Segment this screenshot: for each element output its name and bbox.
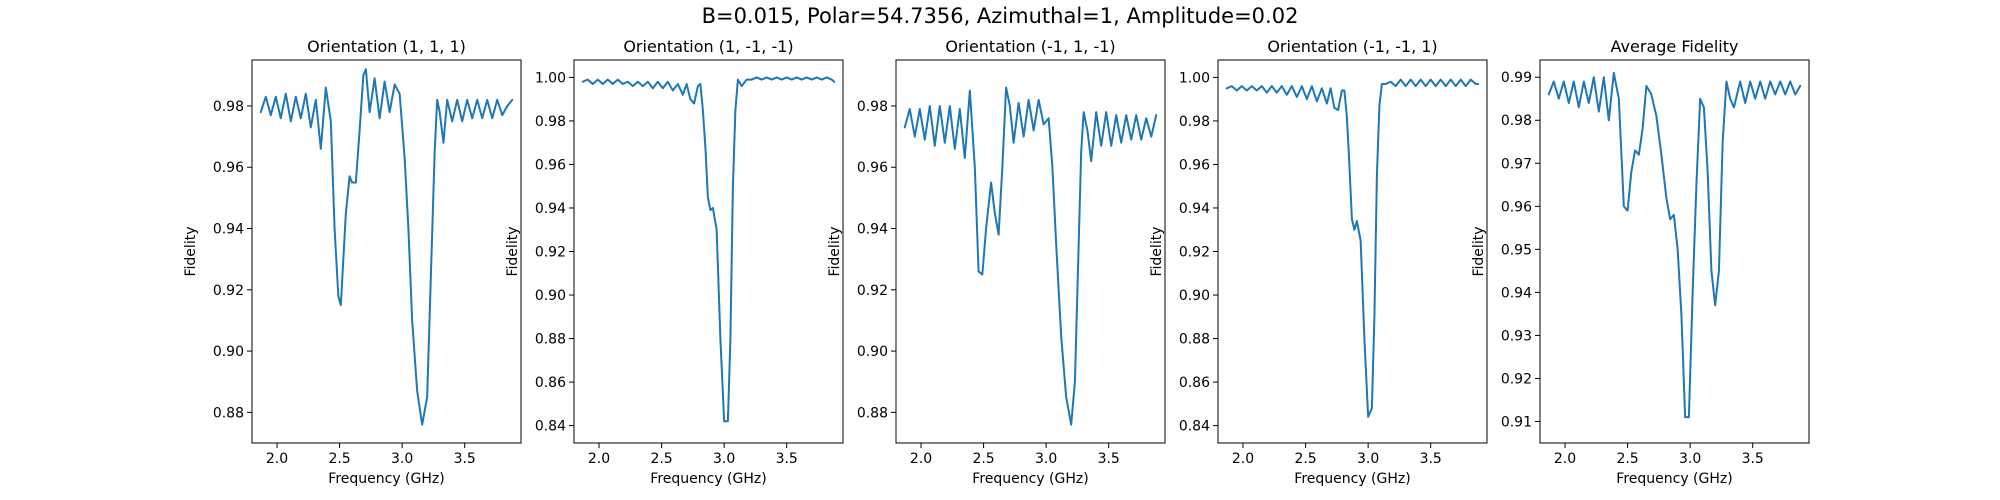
x-tick-label: 2.5 xyxy=(328,451,350,467)
x-tick-label: 3.0 xyxy=(1357,451,1379,467)
series-line-1 xyxy=(1547,71,1802,419)
x-tick-label: 3.5 xyxy=(1742,451,1764,467)
y-tick-label: 0.88 xyxy=(213,405,244,421)
y-tick-label: 0.94 xyxy=(1179,201,1210,217)
y-tick-label: 0.97 xyxy=(1501,156,1532,172)
y-tick-label: 0.94 xyxy=(1501,285,1532,301)
subplot-4: 2.0 2.5 3.0 3.5 0.84 0.86 0.88 0.90 0.92 0.94 0.96… xyxy=(1149,37,1488,487)
axes-frame xyxy=(895,59,1166,444)
x-tick-label: 3.5 xyxy=(776,451,798,467)
x-tick-label: 2.5 xyxy=(972,451,994,467)
x-tick-label: 2.0 xyxy=(588,451,610,467)
y-tick-label: 0.99 xyxy=(1501,70,1532,86)
axes-frame xyxy=(251,59,522,444)
axes-frame xyxy=(1217,59,1488,444)
x-tick-label: 2.5 xyxy=(1616,451,1638,467)
series-line-1 xyxy=(1225,78,1480,418)
subplot-title: Orientation (1, 1, 1) xyxy=(307,37,466,56)
y-tick-label: 0.98 xyxy=(857,99,888,115)
y-tick-label: 0.94 xyxy=(213,222,244,238)
y-tick-label: 0.88 xyxy=(1179,332,1210,348)
series-line-1 xyxy=(581,76,836,423)
y-tick-label: 0.94 xyxy=(857,222,888,238)
y-tick-label: 0.84 xyxy=(1179,419,1210,435)
y-axis-label: Fidelity xyxy=(1471,227,1487,277)
subplot-title: Orientation (-1, 1, -1) xyxy=(945,37,1115,56)
y-tick-label: 0.98 xyxy=(1179,114,1210,130)
subplot-2: 2.0 2.5 3.0 3.5 0.84 0.86 0.88 0.90 0.92 0.94 0.96… xyxy=(505,37,844,487)
y-tick-label: 0.96 xyxy=(857,160,888,176)
y-tick-label: 0.93 xyxy=(1501,328,1532,344)
y-tick-label: 0.96 xyxy=(535,157,566,173)
subplot-title: Average Fidelity xyxy=(1611,37,1739,56)
y-tick-label: 0.92 xyxy=(535,245,566,261)
y-tick-label: 0.88 xyxy=(535,332,566,348)
subplot-5: 2.0 2.5 3.0 3.5 0.91 0.92 0.93 0.94 0.95 0.96 0.97… xyxy=(1471,37,1810,487)
y-tick-label: 0.90 xyxy=(213,344,244,360)
x-tick-label: 3.0 xyxy=(1679,451,1701,467)
subplot-title: Orientation (-1, -1, 1) xyxy=(1267,37,1437,56)
subplot-1: 2.0 2.5 3.0 3.5 0.88 0.90 0.92 0.94 0.96 0.98 Orie… xyxy=(183,37,522,487)
y-axis-label: Fidelity xyxy=(505,227,521,277)
x-axis-label: Frequency (GHz) xyxy=(1294,471,1410,487)
x-axis-label: Frequency (GHz) xyxy=(1616,471,1732,487)
y-tick-label: 0.98 xyxy=(1501,113,1532,129)
y-axis-label: Fidelity xyxy=(1149,227,1165,277)
y-tick-label: 0.98 xyxy=(213,99,244,115)
y-tick-label: 0.91 xyxy=(1501,414,1532,430)
x-tick-label: 3.5 xyxy=(1420,451,1442,467)
y-tick-label: 0.98 xyxy=(535,114,566,130)
x-tick-label: 2.0 xyxy=(266,451,288,467)
x-tick-label: 3.0 xyxy=(1035,451,1057,467)
x-tick-label: 2.0 xyxy=(1554,451,1576,467)
y-tick-label: 1.00 xyxy=(1179,70,1210,86)
y-tick-label: 0.84 xyxy=(535,419,566,435)
axes-frame xyxy=(1539,59,1810,444)
x-tick-label: 3.5 xyxy=(1098,451,1120,467)
x-tick-label: 2.5 xyxy=(1294,451,1316,467)
y-tick-label: 0.96 xyxy=(1501,199,1532,215)
y-tick-label: 0.92 xyxy=(1501,371,1532,387)
x-tick-label: 3.5 xyxy=(454,451,476,467)
y-tick-label: 0.92 xyxy=(857,283,888,299)
y-tick-label: 1.00 xyxy=(535,70,566,86)
y-tick-label: 0.95 xyxy=(1501,242,1532,258)
x-tick-label: 2.0 xyxy=(910,451,932,467)
subplot-3: 2.0 2.5 3.0 3.5 0.88 0.90 0.92 0.94 0.96 0.98 Orie… xyxy=(827,37,1166,487)
y-axis-label: Fidelity xyxy=(827,227,843,277)
series-line-1 xyxy=(903,86,1158,426)
y-tick-label: 0.86 xyxy=(535,375,566,391)
y-tick-label: 0.94 xyxy=(535,201,566,217)
y-tick-label: 0.90 xyxy=(857,344,888,360)
x-axis-label: Frequency (GHz) xyxy=(650,471,766,487)
y-tick-label: 0.90 xyxy=(1179,288,1210,304)
axes-frame xyxy=(573,59,844,444)
x-axis-label: Frequency (GHz) xyxy=(972,471,1088,487)
x-axis-label: Frequency (GHz) xyxy=(328,471,444,487)
y-tick-label: 0.92 xyxy=(1179,245,1210,261)
y-tick-label: 0.96 xyxy=(1179,157,1210,173)
x-tick-label: 2.0 xyxy=(1232,451,1254,467)
y-tick-label: 0.88 xyxy=(857,405,888,421)
subplot-title: Orientation (1, -1, -1) xyxy=(623,37,793,56)
y-axis-label: Fidelity xyxy=(183,227,199,277)
y-tick-label: 0.90 xyxy=(535,288,566,304)
figure-title: B=0.015, Polar=54.7356, Azimuthal=1, Amp… xyxy=(701,4,1299,28)
x-tick-label: 3.0 xyxy=(391,451,413,467)
y-tick-label: 0.96 xyxy=(213,160,244,176)
y-tick-label: 0.86 xyxy=(1179,375,1210,391)
series-line-1 xyxy=(259,68,514,426)
x-tick-label: 3.0 xyxy=(713,451,735,467)
y-tick-label: 0.92 xyxy=(213,283,244,299)
x-tick-label: 2.5 xyxy=(650,451,672,467)
